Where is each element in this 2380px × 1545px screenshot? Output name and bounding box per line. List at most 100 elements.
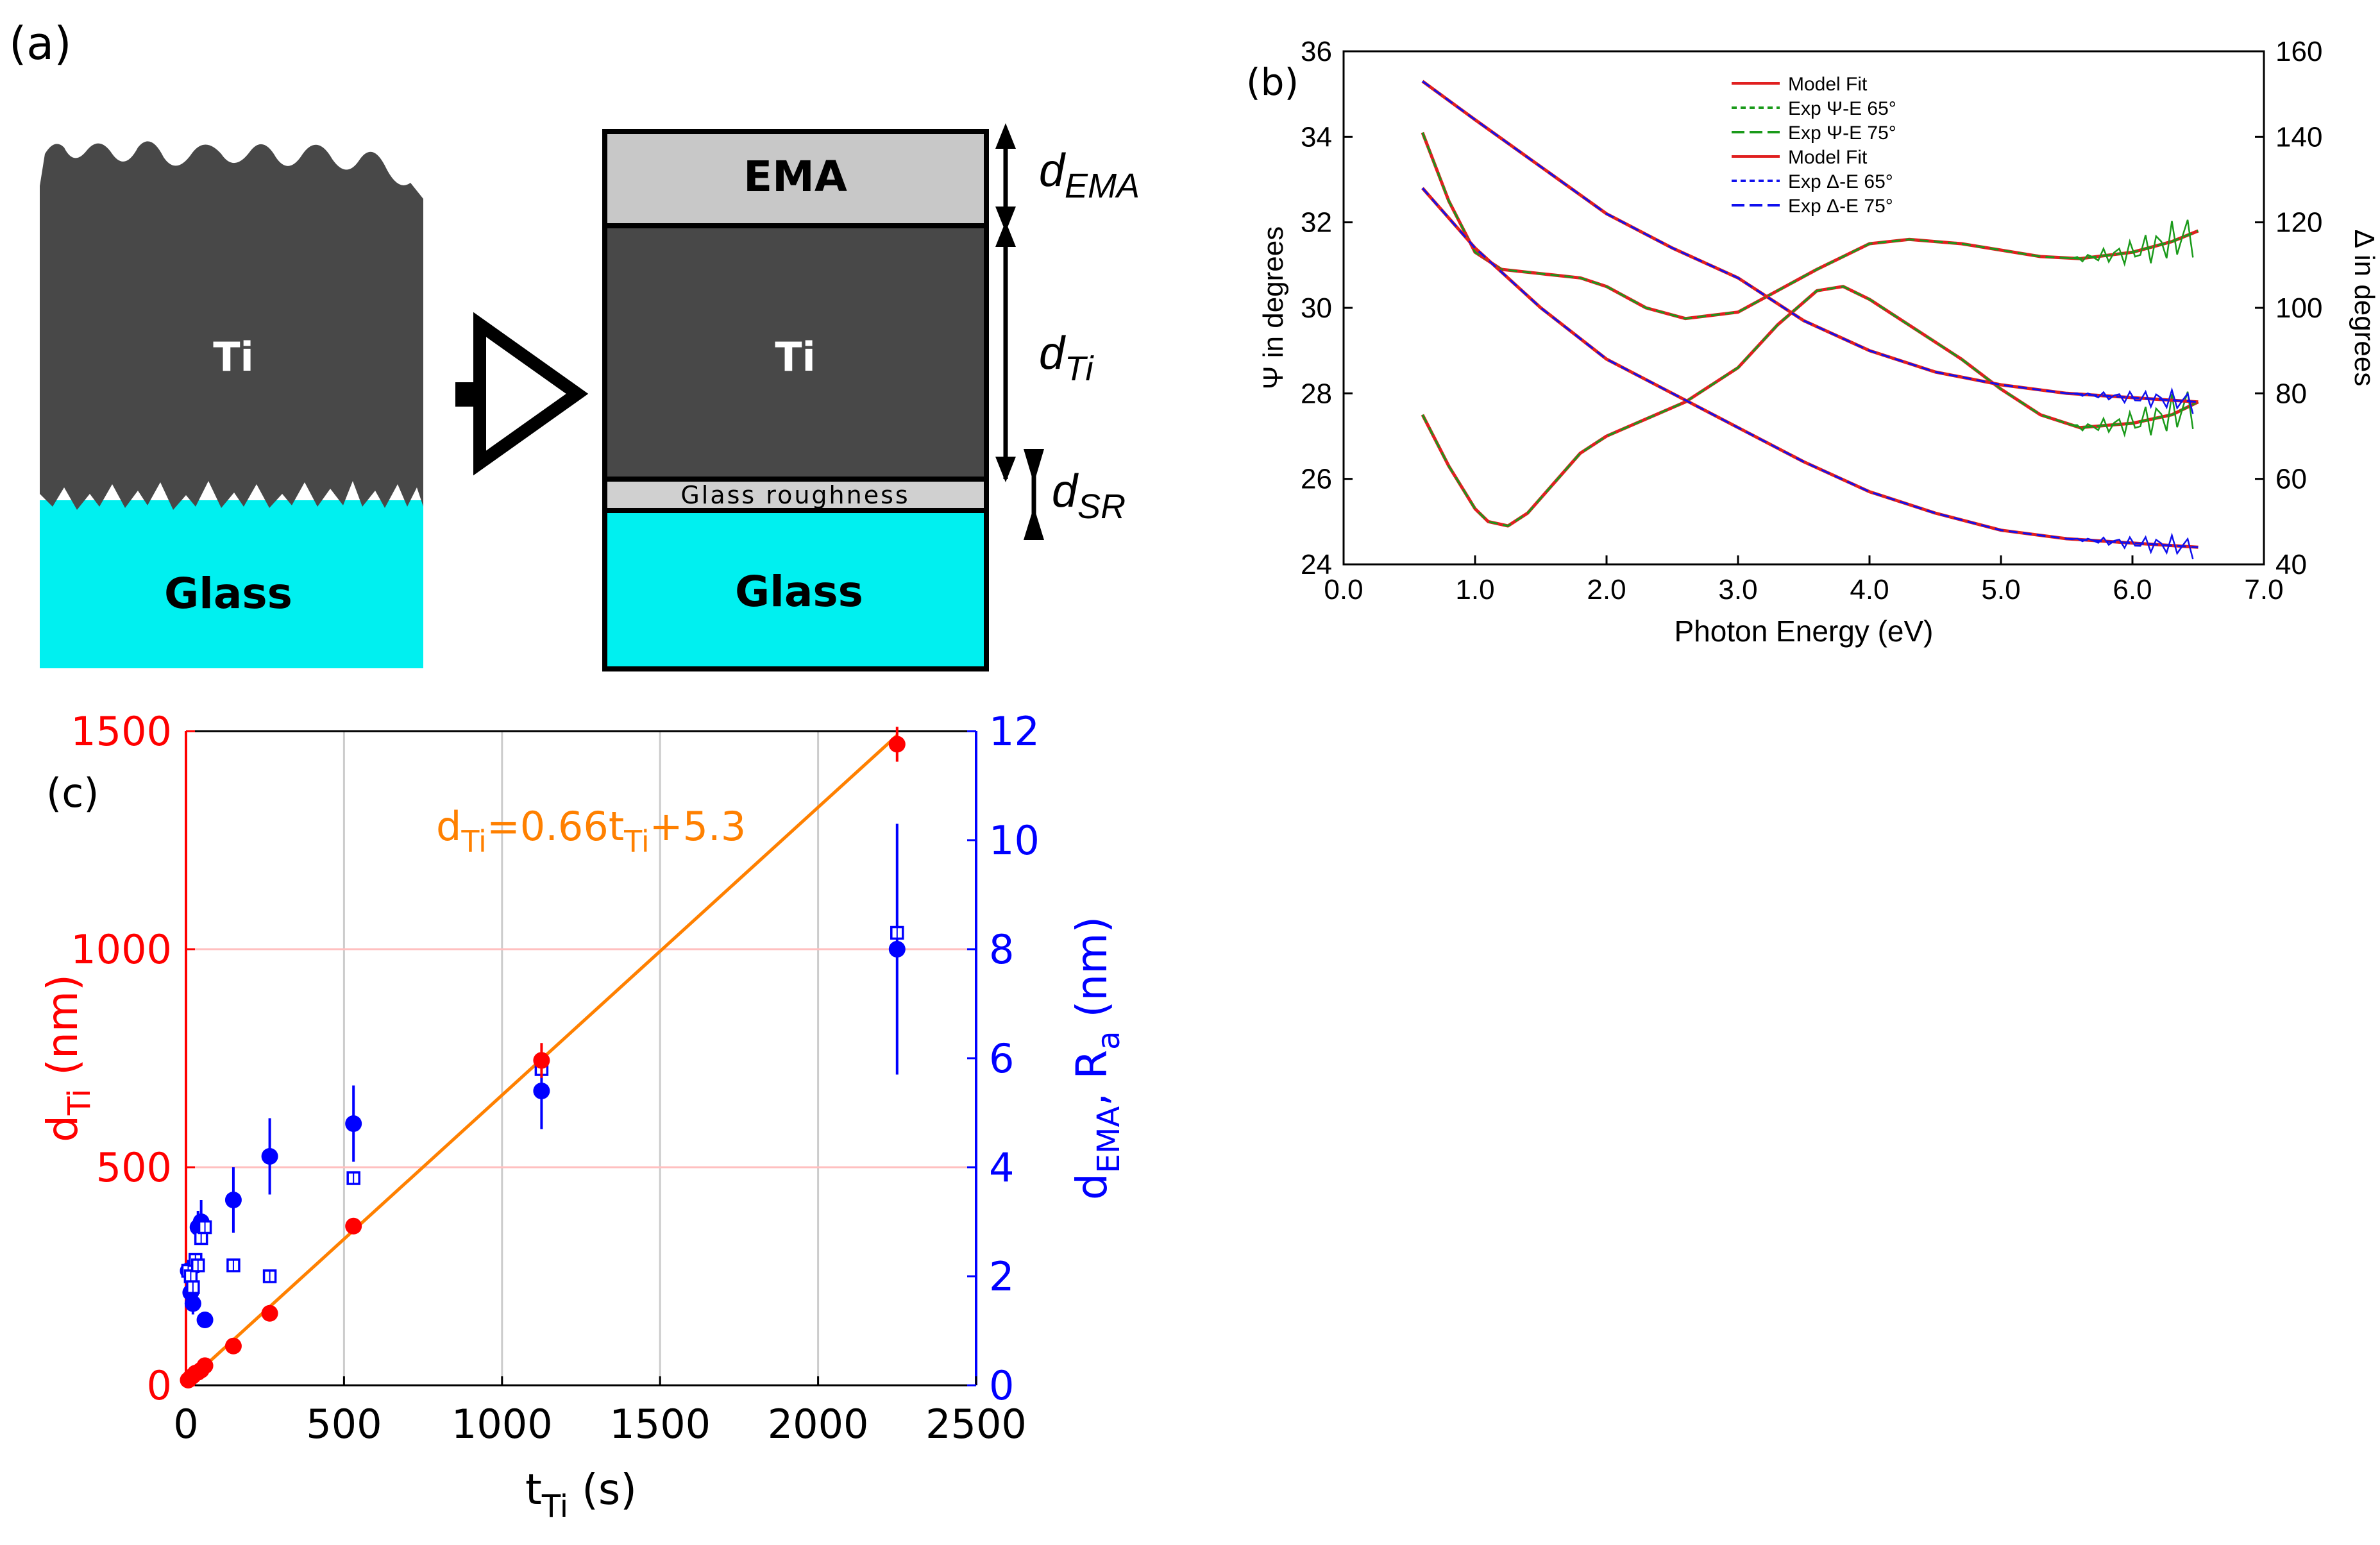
d-ti-point	[533, 1052, 550, 1069]
x-tick-label: 1500	[609, 1401, 711, 1448]
y-left-tick-label: 1000	[71, 926, 172, 973]
x-tick-label: 2000	[768, 1401, 869, 1448]
fit-equation-part: =0.66t	[487, 803, 624, 850]
fit-equation-part: Ti	[460, 824, 486, 859]
x-axis-label: Photon Energy (eV)	[1674, 614, 1933, 648]
y-right-tick-label: 4	[989, 1144, 1014, 1191]
y-left-tick-label: 26	[1301, 464, 1332, 495]
x-axis-label: tTi (s)	[525, 1465, 637, 1524]
roughness-layer	[602, 477, 989, 513]
x-tick-label: 1000	[452, 1401, 553, 1448]
d-ti-label: dTi	[1039, 328, 1095, 388]
left-glass-block	[40, 500, 423, 668]
y-right-tick-label: 80	[2275, 378, 2307, 409]
d-ti-point	[224, 1337, 242, 1355]
ti-layer	[602, 223, 989, 482]
x-tick-label: 7.0	[2244, 574, 2283, 605]
ema-layer-label: EMA	[743, 152, 847, 201]
y-right-axis-label: Δ in degrees	[2349, 230, 2380, 387]
experimental-line	[1421, 285, 2199, 527]
fit-equation: dTi=0.66tTi+5.3	[436, 803, 746, 859]
d-ti-point	[888, 736, 906, 753]
y-right-axis-label-part: d	[1067, 1173, 1117, 1200]
y-right-axis-label-part: EMA	[1091, 1106, 1127, 1174]
dimension-arrows	[995, 123, 1044, 540]
x-tick-label: 3.0	[1718, 574, 1757, 605]
x-tick-label: 2500	[925, 1401, 1027, 1448]
x-tick-label: 1.0	[1455, 574, 1494, 605]
legend-label: Model Fit	[1788, 74, 1868, 95]
panel-a-label: (a)	[9, 17, 72, 70]
left-glass-label: Glass	[164, 569, 292, 618]
x-tick-label: 4.0	[1850, 574, 1889, 605]
d-ema-point	[261, 1148, 278, 1165]
y-right-tick-label: 60	[2275, 464, 2307, 495]
legend-label: Exp Ψ-E 75°	[1788, 122, 1896, 144]
x-axis-label-part: Ti	[541, 1489, 568, 1524]
experimental-line	[1421, 132, 2199, 320]
d-ema-point	[345, 1115, 362, 1132]
d-ema-point	[224, 1192, 242, 1208]
experimental-noise	[2066, 219, 2194, 267]
roughness-layer-label: Glass roughness	[680, 481, 909, 509]
d-ti-point	[345, 1217, 362, 1235]
y-left-tick-label: 34	[1301, 121, 1332, 153]
ti-layer-label: Ti	[775, 333, 816, 380]
y-left-tick-label: 36	[1301, 36, 1332, 67]
fit-equation-part: d	[436, 803, 461, 850]
transform-arrow-icon	[473, 312, 589, 476]
y-left-axis-label: Ψ in degrees	[1258, 226, 1289, 389]
model-fit-line	[1421, 187, 2199, 549]
x-tick-label: 0	[173, 1401, 198, 1448]
experimental-noise	[2066, 532, 2194, 560]
y-right-tick-label: 12	[989, 708, 1040, 755]
y-right-tick-label: 40	[2275, 549, 2307, 580]
legend-label: Exp Δ-E 65°	[1788, 171, 1893, 192]
y-right-tick-label: 0	[989, 1362, 1014, 1409]
x-axis-label-part: (s)	[568, 1465, 637, 1514]
d-ema-point	[196, 1312, 214, 1328]
y-right-tick-label: 2	[989, 1253, 1014, 1300]
y-left-axis-label-part: (nm)	[38, 974, 87, 1089]
y-left-axis-label-part: Ti	[62, 1089, 97, 1116]
y-right-tick-label: 10	[989, 817, 1040, 864]
d-ema-point	[888, 941, 906, 958]
d-ti-point	[261, 1304, 278, 1322]
d-ema-point	[533, 1083, 550, 1099]
y-left-axis-label: dTi (nm)	[38, 974, 97, 1142]
x-tick-label: 500	[306, 1401, 382, 1448]
x-tick-label: 0.0	[1324, 574, 1363, 605]
y-right-tick-label: 120	[2275, 207, 2322, 239]
y-left-tick-label: 28	[1301, 378, 1332, 409]
y-left-tick-label: 32	[1301, 207, 1332, 239]
ellipsometry-chart: 0.0 1.0 2.0 3.0 4.0 5.0 6.0 7.0 24 26 28 30 32 34 36 40…	[1258, 36, 2380, 648]
d-ema-label: dEMA	[1039, 145, 1140, 205]
experimental-line	[1421, 187, 2199, 548]
y-left-tick-label: 1500	[71, 708, 172, 755]
y-left-axis-label-part: d	[38, 1115, 87, 1142]
x-axis-label-part: t	[525, 1465, 542, 1514]
fit-equation-part: Ti	[623, 824, 649, 859]
y-left-tick-label: 500	[96, 1144, 172, 1191]
glass-layer-label: Glass	[735, 567, 863, 616]
legend-label: Exp Δ-E 75°	[1788, 196, 1893, 217]
fit-equation-part: +5.3	[650, 803, 747, 850]
d-sr-label: dSR	[1052, 466, 1126, 526]
y-right-tick-label: 100	[2275, 292, 2322, 324]
glass-layer	[602, 508, 989, 671]
experimental-noise	[2066, 391, 2194, 438]
d-ti-point	[196, 1357, 214, 1374]
y-right-axis-label-part: , R	[1067, 1050, 1117, 1106]
y-right-tick-label: 160	[2275, 36, 2322, 67]
thickness-chart: 0 500 1000 1500 2000 250005001000150002468101…	[38, 708, 1127, 1524]
y-right-tick-label: 140	[2275, 121, 2322, 153]
y-right-tick-label: 6	[989, 1035, 1014, 1082]
left-ti-block	[40, 141, 423, 510]
legend-label: Model Fit	[1788, 147, 1868, 168]
experimental-noise	[2066, 387, 2194, 414]
left-ti-label: Ti	[213, 333, 254, 380]
d-ema-point	[184, 1295, 201, 1312]
panel-b-label: (b)	[1246, 60, 1299, 104]
y-right-axis-label: dEMA, Ra (nm)	[1067, 916, 1127, 1200]
